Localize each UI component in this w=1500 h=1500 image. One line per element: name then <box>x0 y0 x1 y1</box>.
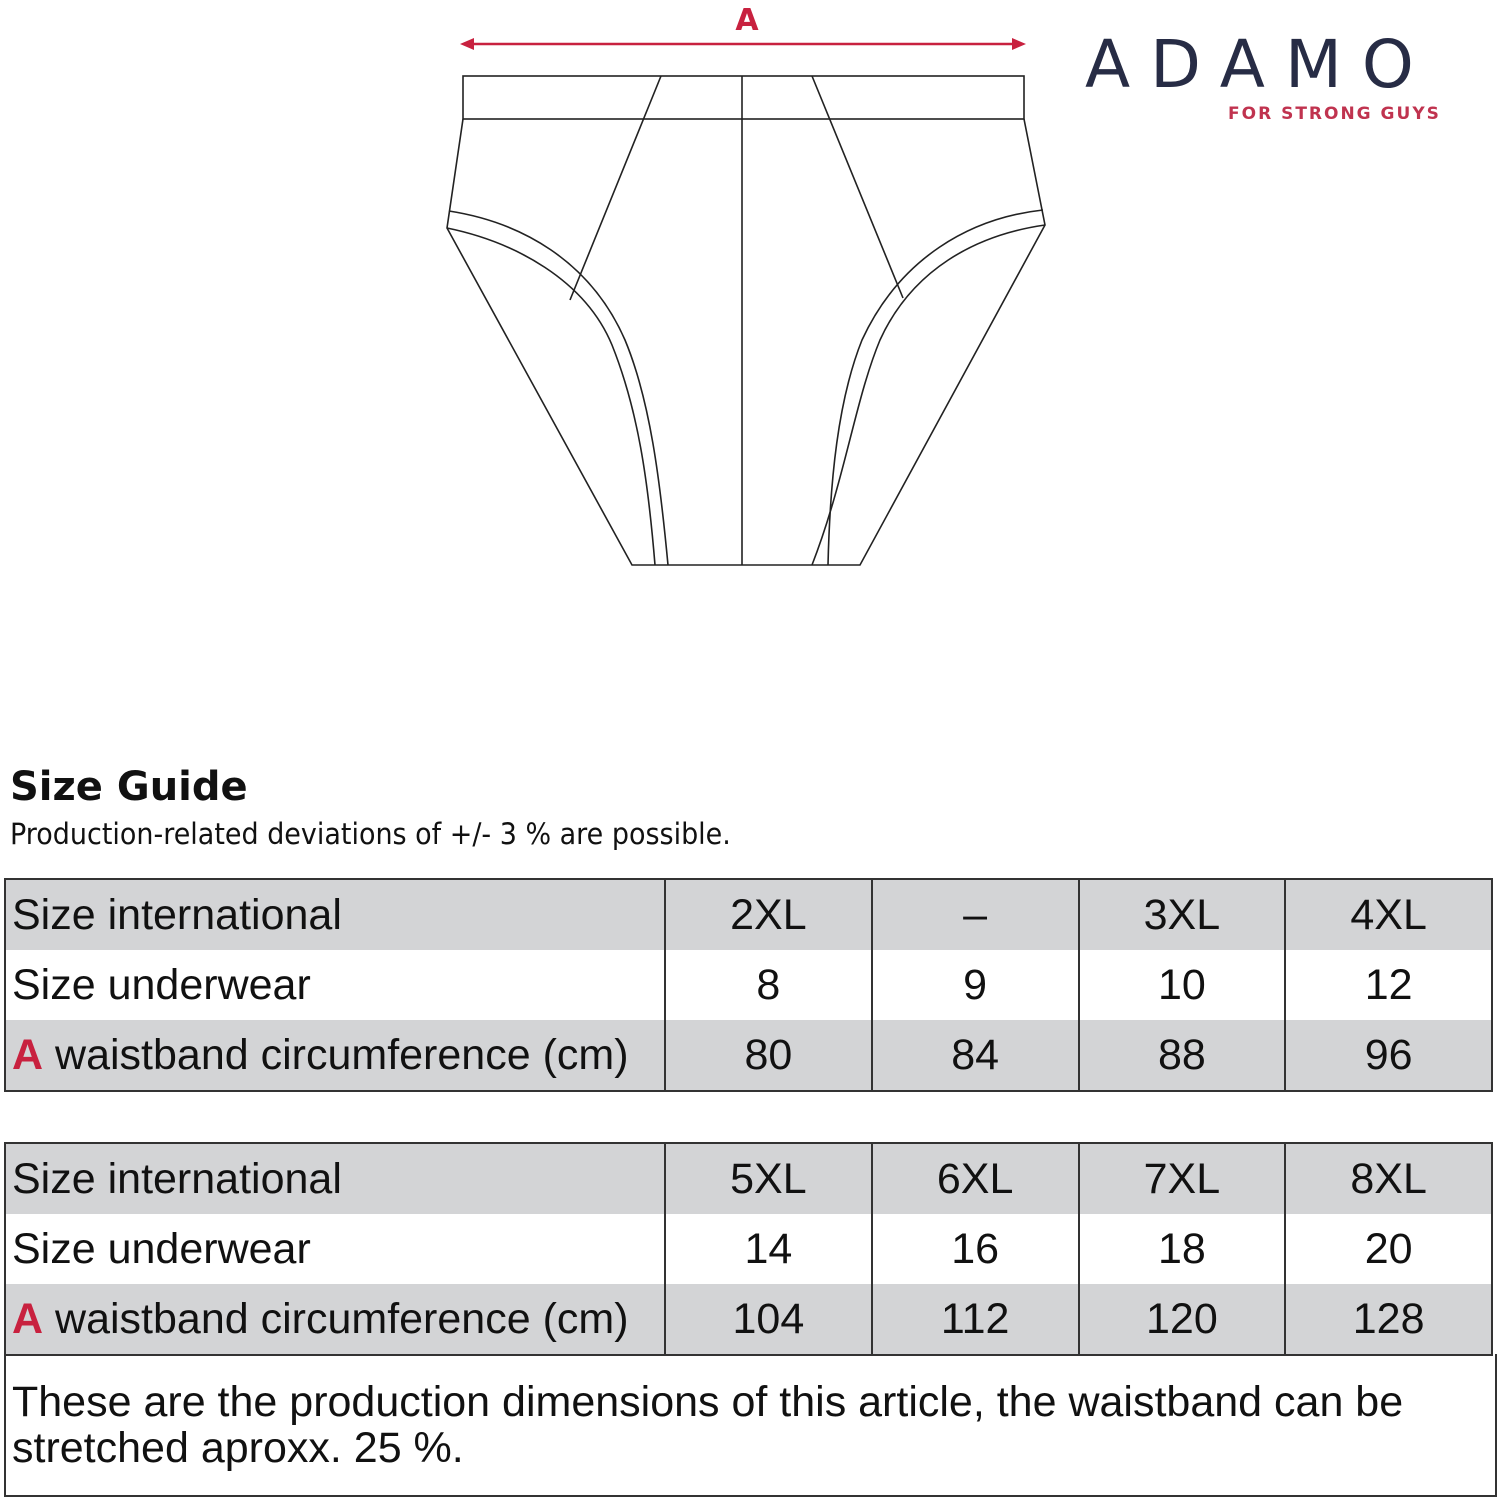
row-label: A waistband circumference (cm) <box>4 1020 666 1091</box>
cell: 80 <box>664 1020 873 1091</box>
table-row: A waistband circumference (cm) 80 84 88 … <box>4 1020 1493 1091</box>
size-table-1: Size international 2XL – 3XL 4XL Size un… <box>4 878 1493 1092</box>
measure-arrow-a <box>460 38 1026 50</box>
cell: 104 <box>664 1284 873 1355</box>
cell: 10 <box>1077 950 1287 1020</box>
briefs-diagram: A <box>446 3 1046 566</box>
logo-tagline: FOR STRONG GUYS <box>1228 104 1441 124</box>
cell: 120 <box>1077 1284 1287 1355</box>
row-label: Size underwear <box>4 1214 666 1284</box>
measure-label-a: A <box>735 3 759 38</box>
cell: 2XL <box>664 879 873 950</box>
cell: 12 <box>1284 950 1493 1020</box>
cell: 9 <box>870 950 1080 1020</box>
cell: 18 <box>1077 1214 1287 1284</box>
cell: 128 <box>1284 1284 1493 1355</box>
brand-logo: ADAMO FOR STRONG GUYS <box>1085 30 1485 130</box>
cell: 88 <box>1077 1020 1287 1091</box>
cell: 96 <box>1284 1020 1493 1091</box>
table-row: Size underwear 14 16 18 20 <box>4 1214 1493 1284</box>
cell: 8XL <box>1284 1143 1493 1214</box>
measure-marker: A <box>12 1294 44 1343</box>
logo-wordmark: ADAMO <box>1085 26 1434 103</box>
cell: 5XL <box>664 1143 873 1214</box>
table-row: A waistband circumference (cm) 104 112 1… <box>4 1284 1493 1355</box>
cell: 7XL <box>1077 1143 1287 1214</box>
size-table-2: Size international 5XL 6XL 7XL 8XL Size … <box>4 1142 1493 1356</box>
row-label: Size international <box>4 1143 666 1214</box>
cell: – <box>870 879 1080 950</box>
table-row: Size international 5XL 6XL 7XL 8XL <box>4 1143 1493 1214</box>
table-row: Size international 2XL – 3XL 4XL <box>4 879 1493 950</box>
cell: 4XL <box>1284 879 1493 950</box>
cell: 112 <box>870 1284 1080 1355</box>
cell: 8 <box>664 950 873 1020</box>
cell: 6XL <box>870 1143 1080 1214</box>
row-label-text: waistband circumference (cm) <box>55 1294 629 1343</box>
cell: 14 <box>664 1214 873 1284</box>
table-row: Size underwear 8 9 10 12 <box>4 950 1493 1020</box>
row-label-text: waistband circumference (cm) <box>55 1030 629 1079</box>
briefs-outline <box>446 75 1046 566</box>
row-label: Size international <box>4 879 666 950</box>
row-label: Size underwear <box>4 950 666 1020</box>
cell: 84 <box>870 1020 1080 1091</box>
cell: 16 <box>870 1214 1080 1284</box>
row-label: A waistband circumference (cm) <box>4 1284 666 1355</box>
page-subtitle: Production-related deviations of +/- 3 %… <box>10 817 731 851</box>
cell: 3XL <box>1077 879 1287 950</box>
page-title: Size Guide <box>10 764 248 810</box>
cell: 20 <box>1284 1214 1493 1284</box>
measure-marker: A <box>12 1030 44 1079</box>
stretch-note: These are the production dimensions of t… <box>4 1354 1497 1497</box>
note-text: These are the production dimensions of t… <box>12 1378 1404 1472</box>
